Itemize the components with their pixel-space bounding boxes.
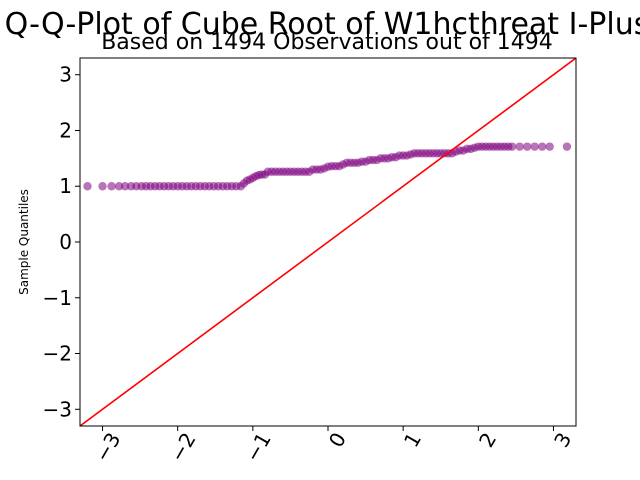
data-point [530, 142, 539, 151]
y-tick-label: 2 [59, 118, 72, 142]
data-point [114, 182, 124, 191]
y-tick-label: −3 [43, 397, 72, 421]
data-point [515, 142, 524, 151]
data-point [537, 142, 547, 151]
data-point [562, 142, 572, 151]
y-tick-label: −1 [43, 286, 72, 310]
chart-subtitle: Based on 1494 Observations out of 1494 [101, 30, 553, 55]
data-point [98, 182, 107, 191]
data-point [545, 142, 554, 151]
y-axis-label: Sample Quantiles [17, 189, 31, 295]
y-tick-label: 1 [59, 174, 72, 198]
y-tick-label: −2 [43, 342, 72, 366]
chart-title: Q-Q-Plot of Cube Root of W1hcthreat I-Pl… [5, 7, 640, 42]
data-point [522, 142, 532, 151]
y-tick-label: 0 [59, 230, 72, 254]
reference-line [80, 58, 576, 426]
data-point [507, 142, 517, 151]
data-point [107, 182, 116, 191]
data-point [120, 182, 130, 191]
data-point [83, 182, 92, 191]
y-tick-label: 3 [59, 63, 72, 87]
